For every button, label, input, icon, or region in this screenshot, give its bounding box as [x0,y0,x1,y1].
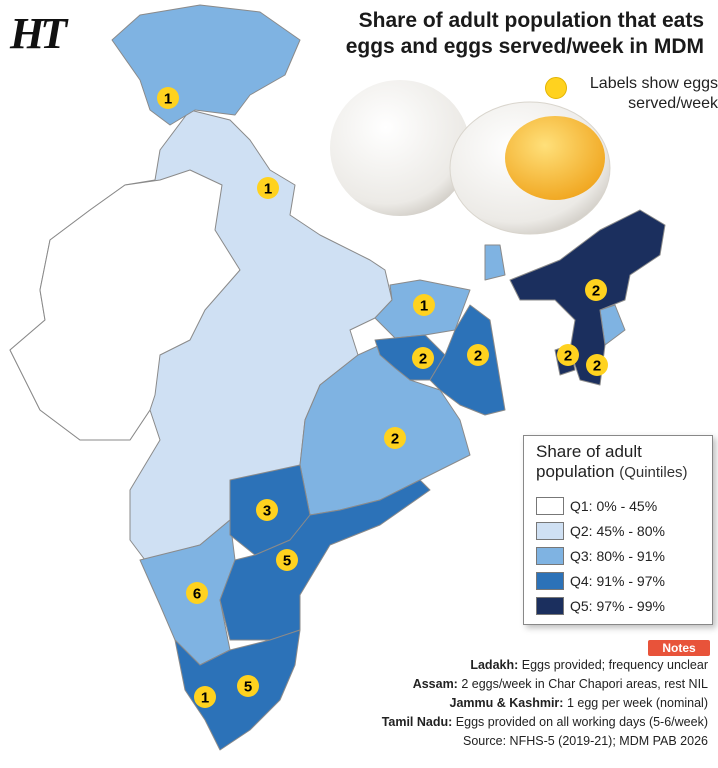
svg-text:2: 2 [564,348,572,365]
yellow-dot-icon [545,77,567,99]
notes-source: Source: NFHS-5 (2019-21); MDM PAB 2026 [462,734,708,748]
legend-swatch [536,571,564,590]
egg-label-bihar: 1 [413,294,435,316]
map-title: Share of adult population that eats eggs… [345,9,704,58]
region-q4-tn [174,629,301,751]
egg-label-ne-west: 2 [557,344,579,366]
svg-text:2: 2 [593,358,601,375]
egg-label-kerala: 1 [194,686,216,708]
egg-label-uttarakhand: 1 [257,177,279,199]
label-note-text: Labels show eggs served/week [589,75,718,112]
legend-item: Q1: 0% - 45% [536,493,700,518]
svg-text:2: 2 [474,348,482,365]
svg-text:5: 5 [244,679,252,696]
egg-label-odisha: 2 [384,427,406,449]
legend-item: Q2: 45% - 80% [536,518,700,543]
legend-item: Q5: 97% - 99% [536,593,700,618]
egg-label-assam: 2 [585,279,607,301]
svg-text:1: 1 [264,181,272,198]
legend-swatch [536,496,564,515]
egg-label-telangana: 3 [256,499,278,521]
svg-text:2: 2 [592,283,600,300]
egg-label-bengal: 2 [467,344,489,366]
legend-swatch [536,521,564,540]
egg-label-karnataka: 6 [186,582,208,604]
svg-text:2: 2 [419,351,427,368]
egg-label-ne-south: 2 [586,354,608,376]
svg-text:1: 1 [164,91,172,108]
region-q3-north [111,4,301,126]
region-q4-andhra [219,479,431,641]
egg-labels: 1 1 1 2 2 2 2 2 3 5 6 1 5 [157,87,608,708]
egg-label-andhra: 5 [276,549,298,571]
svg-text:1: 1 [420,298,428,315]
legend-swatch [536,546,564,565]
legend-swatch [536,596,564,615]
region-q1 [9,169,241,441]
note-line: Jammu & Kashmir: 1 egg per week (nominal… [449,696,708,710]
svg-text:3: 3 [263,503,271,520]
notes-tag: Notes [648,640,710,656]
egg-label-tn: 5 [237,675,259,697]
label-note: Labels show eggs served/week [545,74,718,114]
notes: Ladakh: Eggs provided; frequency unclear… [258,656,708,751]
legend-title: Share of adult population (Quintiles) [536,442,688,481]
svg-text:6: 6 [193,586,201,603]
note-line: Tamil Nadu: Eggs provided on all working… [381,715,708,729]
ht-logo: HT [10,9,67,58]
legend-item: Q3: 80% - 91% [536,543,700,568]
svg-text:5: 5 [283,553,291,570]
egg-illustration [330,80,611,235]
note-line: Assam: 2 eggs/week in Char Chapori areas… [412,677,708,691]
egg-label-jk: 1 [157,87,179,109]
svg-text:1: 1 [201,690,209,707]
note-line: Ladakh: Eggs provided; frequency unclear [470,658,708,672]
svg-text:2: 2 [391,431,399,448]
legend-item: Q4: 91% - 97% [536,568,700,593]
egg-label-jharkhand: 2 [412,347,434,369]
region-q5-ne [509,209,666,386]
region-q4-bengal [429,304,506,416]
legend: Share of adult population (Quintiles) Q1… [523,435,713,625]
